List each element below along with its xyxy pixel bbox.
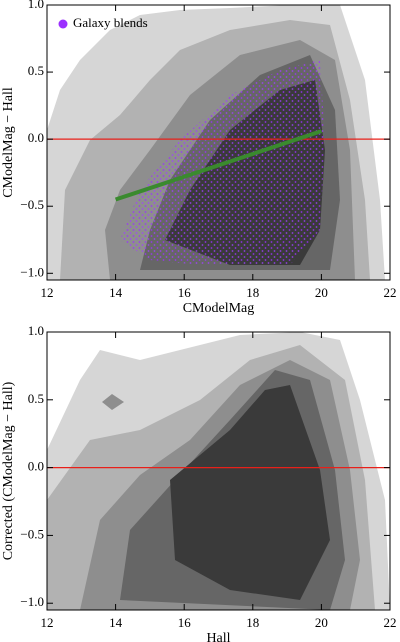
- plot-frame: [46, 331, 391, 611]
- y-tick-label: 0.0: [28, 459, 44, 474]
- x-axis-title: CModelMag: [183, 301, 255, 316]
- y-tick-label: −0.5: [20, 526, 44, 541]
- fit-line: [114, 129, 323, 202]
- contours-bottom: [47, 332, 390, 610]
- y-tick-label: 0.5: [28, 63, 44, 78]
- x-tick-label: 22: [384, 285, 397, 300]
- x-tick-label: 12: [41, 615, 54, 630]
- x-tick-label: 16: [178, 615, 192, 630]
- y-tick-label: 0.0: [28, 130, 44, 145]
- y-tick-label: 0.5: [28, 391, 44, 406]
- contours-top: [47, 5, 385, 280]
- y-axis-title: CModelMag − Hall: [1, 87, 16, 198]
- x-tick-label: 12: [41, 285, 54, 300]
- x-tick-label: 14: [109, 285, 123, 300]
- y-tick-label: −0.5: [20, 197, 44, 212]
- x-tick-label: 20: [315, 615, 328, 630]
- y-tick-label: 1.0: [28, 323, 44, 338]
- y-tick-label: −1.0: [20, 594, 44, 609]
- x-tick-label: 14: [109, 615, 123, 630]
- x-axis-title: Hall: [206, 631, 230, 642]
- legend-marker: [58, 19, 68, 29]
- y-axis-title: Corrected (CModelMag − Hall): [1, 381, 16, 560]
- x-tick-label: 18: [246, 615, 259, 630]
- x-tick-label: 16: [178, 285, 192, 300]
- y-tick-label: −1.0: [20, 264, 44, 279]
- x-tick-label: 20: [315, 285, 328, 300]
- legend-label: Galaxy blends: [73, 15, 148, 30]
- x-tick-label: 22: [384, 615, 397, 630]
- y-tick-label: 1.0: [28, 0, 44, 11]
- plot-frame: [46, 4, 391, 281]
- x-tick-label: 18: [246, 285, 259, 300]
